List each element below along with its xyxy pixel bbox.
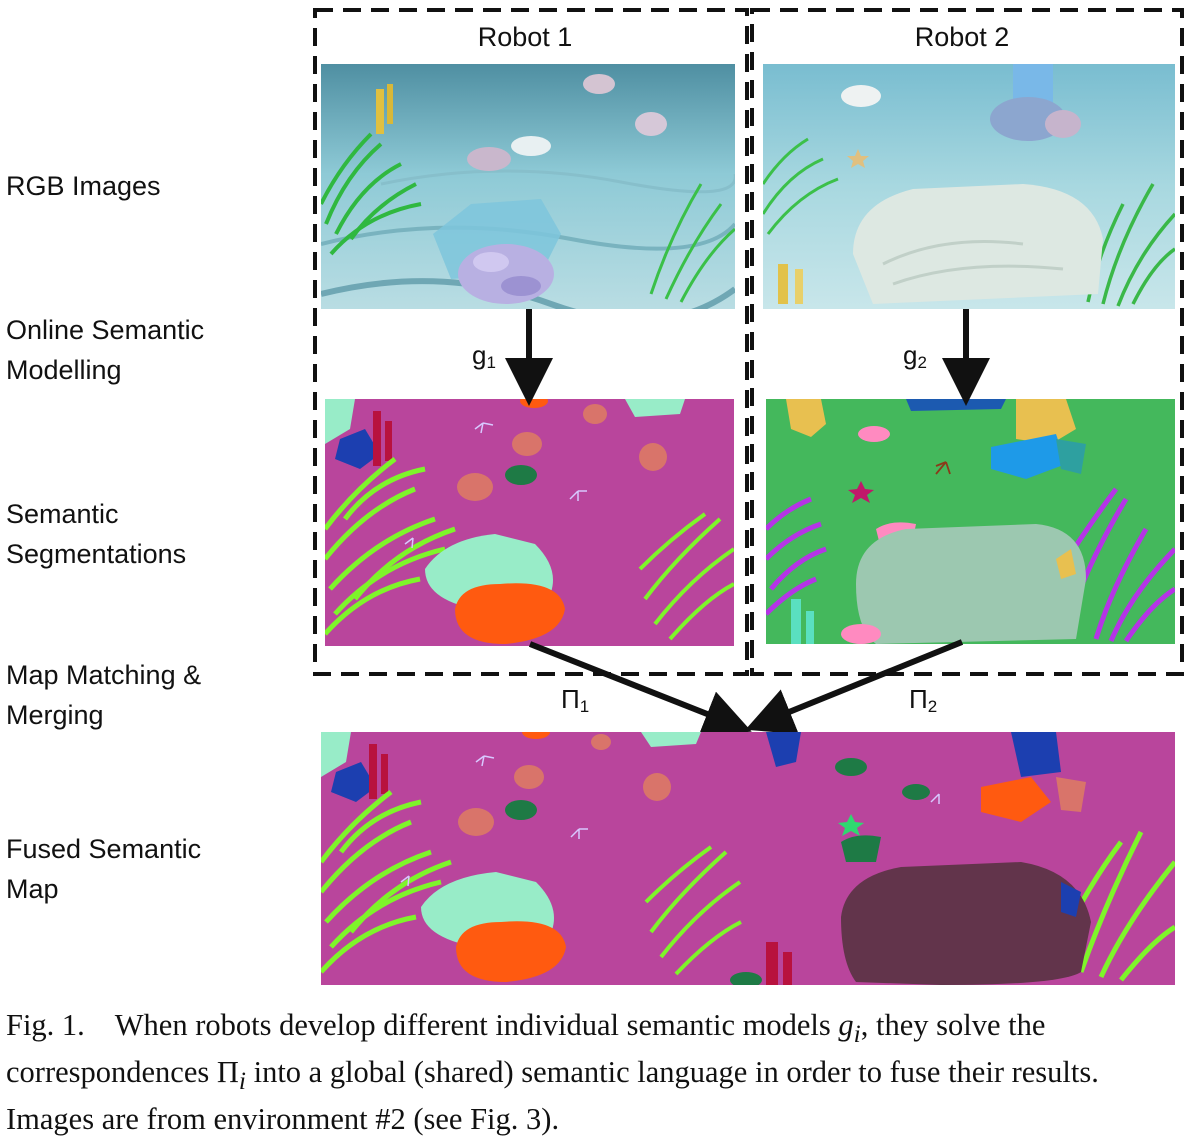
row-label-fused-semantic-map: Fused Semantic Map bbox=[6, 834, 202, 904]
row-label-semantic-segmentations: Semantic Segmentations bbox=[6, 499, 187, 569]
robot-1-title: Robot 1 bbox=[477, 22, 573, 52]
symbol-g1: g1 bbox=[472, 340, 496, 372]
robot-1-rgb-image bbox=[321, 64, 735, 309]
symbol-pi1: Π1 bbox=[561, 684, 590, 716]
row-label-online-semantic-modelling: Online Semantic Modelling bbox=[6, 315, 205, 385]
row-label-rgb-images: RGB Images bbox=[6, 171, 161, 201]
caption-label: Fig. 1. bbox=[6, 1008, 85, 1042]
fused-semantic-map bbox=[321, 732, 1175, 985]
robot-2-semantic-segmentation bbox=[766, 399, 1175, 644]
figure-caption: Fig. 1. When robots develop different in… bbox=[6, 1008, 1099, 1137]
arrow-pi1 bbox=[528, 641, 752, 737]
robot-2-dashed-box bbox=[750, 8, 1184, 676]
robot-2-rgb-image bbox=[763, 64, 1175, 309]
robot-1-semantic-segmentation bbox=[325, 399, 734, 646]
arrow-pi2 bbox=[745, 639, 964, 734]
symbol-pi2: Π2 bbox=[909, 684, 938, 716]
robot-1-dashed-box bbox=[313, 8, 749, 676]
symbol-g2: g2 bbox=[903, 340, 927, 372]
row-label-map-matching-merging: Map Matching & Merging bbox=[6, 660, 202, 730]
robot-2-title: Robot 2 bbox=[914, 22, 1010, 52]
